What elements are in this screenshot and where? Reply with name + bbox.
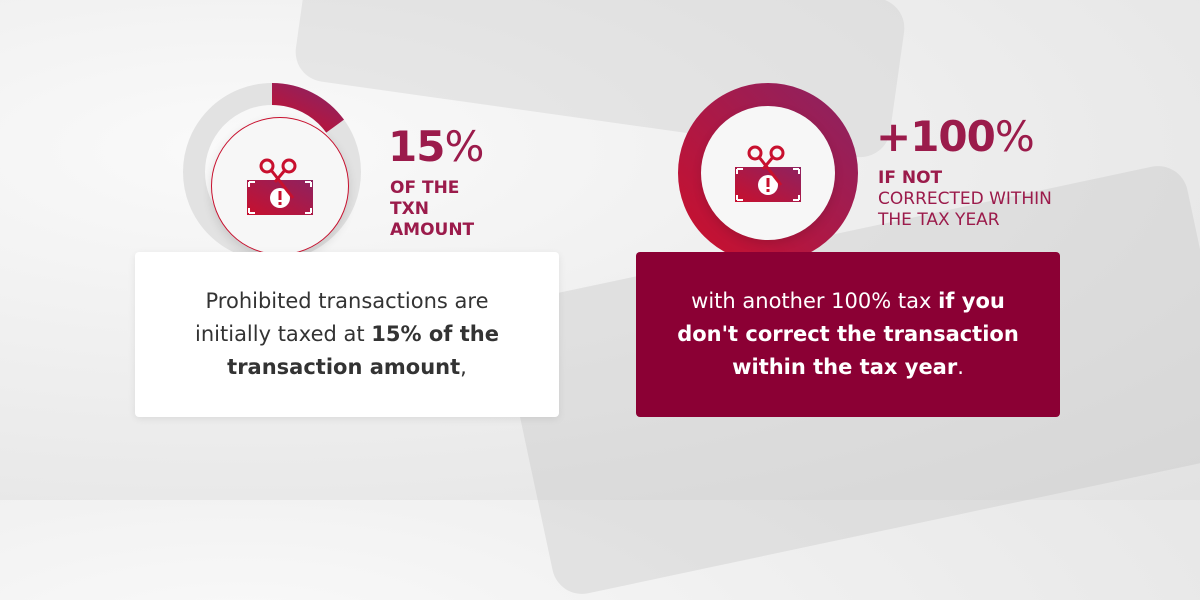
percent-sign: %	[444, 122, 484, 171]
ring-progress	[678, 83, 858, 263]
percent-sign: %	[994, 112, 1035, 161]
percent-100: +100%	[876, 112, 1035, 161]
icon-circle	[211, 117, 349, 255]
ring-progress	[271, 83, 344, 133]
percent-value: +100	[876, 112, 996, 161]
card-text: with another 100% tax if you don't corre…	[677, 289, 1019, 379]
info-card-left: Prohibited transactions are initially ta…	[135, 252, 559, 417]
money-scissors-icon	[733, 143, 803, 203]
icon-circle	[701, 106, 835, 240]
progress-ring-100	[678, 83, 858, 263]
percent-15: 15%	[388, 122, 484, 171]
card-text: Prohibited transactions are initially ta…	[195, 289, 499, 379]
caption-right: IF NOT CORRECTED WITHIN THE TAX YEAR	[878, 168, 1052, 230]
caption-left: OF THE TXN AMOUNT	[390, 178, 475, 240]
info-card-right: with another 100% tax if you don't corre…	[636, 252, 1060, 417]
percent-value: 15	[388, 122, 445, 171]
money-scissors-icon	[245, 156, 315, 216]
